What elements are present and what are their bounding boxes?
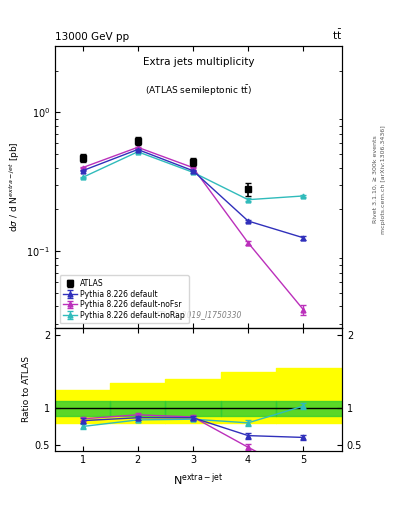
Y-axis label: Ratio to ATLAS: Ratio to ATLAS [22,356,31,422]
Legend: ATLAS, Pythia 8.226 default, Pythia 8.226 default-noFsr, Pythia 8.226 default-no: ATLAS, Pythia 8.226 default, Pythia 8.22… [60,275,189,324]
Text: 13000 GeV pp: 13000 GeV pp [55,32,129,42]
Text: Rivet 3.1.10, ≥ 300k events: Rivet 3.1.10, ≥ 300k events [373,135,378,223]
Text: ATLAS_2019_I1750330: ATLAS_2019_I1750330 [155,311,242,319]
Text: Extra jets multiplicity: Extra jets multiplicity [143,57,254,68]
X-axis label: N$^{\rm extra-jet}$: N$^{\rm extra-jet}$ [173,471,224,487]
Text: (ATLAS semileptonic t$\bar{\rm t}$): (ATLAS semileptonic t$\bar{\rm t}$) [145,83,252,98]
Text: $\rm t\bar{t}$: $\rm t\bar{t}$ [332,28,342,42]
Y-axis label: d$\sigma$ / d N$^{extra-jet}$ [pb]: d$\sigma$ / d N$^{extra-jet}$ [pb] [8,142,22,232]
Text: mcplots.cern.ch [arXiv:1306.3436]: mcplots.cern.ch [arXiv:1306.3436] [381,125,386,233]
